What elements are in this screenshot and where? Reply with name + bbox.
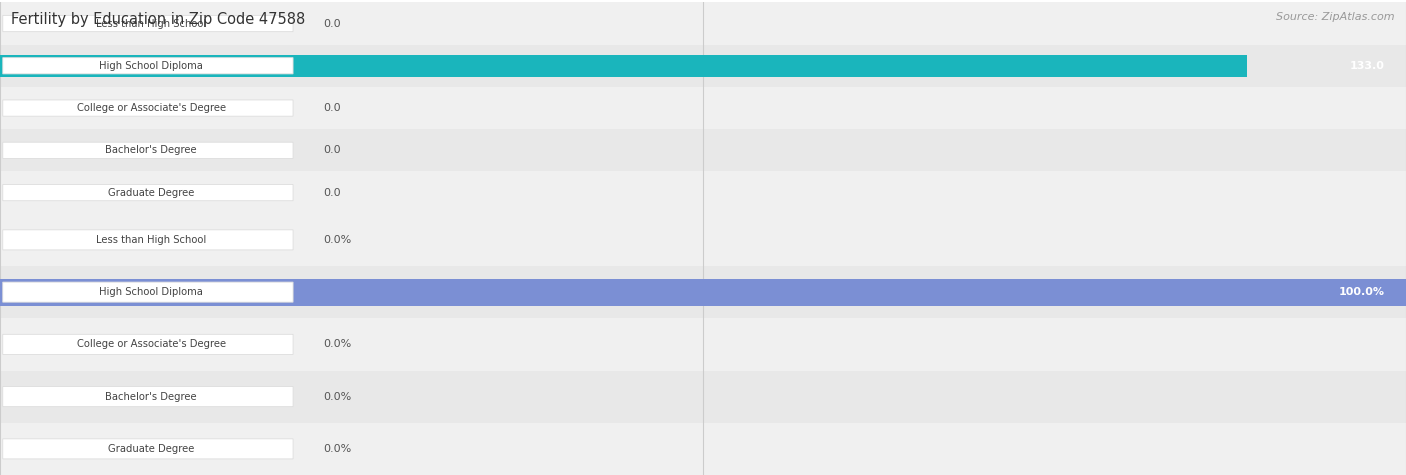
Text: 0.0: 0.0 [323, 103, 342, 113]
Text: 0.0: 0.0 [323, 145, 342, 155]
Bar [0, 278, 1406, 306]
Text: High School Diploma: High School Diploma [100, 287, 202, 297]
Text: 0.0%: 0.0% [323, 235, 352, 245]
Text: 0.0: 0.0 [323, 188, 342, 198]
Text: Bachelor's Degree: Bachelor's Degree [105, 145, 197, 155]
Text: 100.0%: 100.0% [1339, 287, 1385, 297]
Text: 0.0%: 0.0% [323, 444, 352, 454]
FancyBboxPatch shape [3, 57, 292, 74]
Text: College or Associate's Degree: College or Associate's Degree [76, 339, 226, 350]
Bar [0, 214, 1406, 266]
Bar [0, 45, 1406, 87]
Text: Graduate Degree: Graduate Degree [108, 444, 194, 454]
FancyBboxPatch shape [3, 100, 292, 116]
Bar [0, 423, 1406, 475]
Text: Graduate Degree: Graduate Degree [108, 188, 194, 198]
FancyBboxPatch shape [3, 439, 292, 459]
FancyBboxPatch shape [3, 387, 292, 407]
Bar [0, 2, 1406, 45]
Bar [0, 87, 1406, 129]
Text: 0.0: 0.0 [323, 19, 342, 28]
Bar [0, 55, 1247, 77]
Text: Less than High School: Less than High School [96, 19, 207, 28]
FancyBboxPatch shape [3, 334, 292, 354]
Text: 0.0%: 0.0% [323, 339, 352, 350]
Bar [0, 171, 1406, 214]
Text: 0.0%: 0.0% [323, 391, 352, 402]
Text: Less than High School: Less than High School [96, 235, 207, 245]
Text: Fertility by Education in Zip Code 47588: Fertility by Education in Zip Code 47588 [11, 12, 305, 27]
FancyBboxPatch shape [3, 282, 292, 302]
Bar [0, 266, 1406, 318]
Text: Source: ZipAtlas.com: Source: ZipAtlas.com [1277, 12, 1395, 22]
Text: High School Diploma: High School Diploma [100, 61, 202, 71]
Bar [0, 129, 1406, 171]
FancyBboxPatch shape [3, 15, 292, 32]
FancyBboxPatch shape [3, 230, 292, 250]
Text: College or Associate's Degree: College or Associate's Degree [76, 103, 226, 113]
FancyBboxPatch shape [3, 184, 292, 201]
Text: 133.0: 133.0 [1350, 61, 1385, 71]
FancyBboxPatch shape [3, 142, 292, 159]
Text: Bachelor's Degree: Bachelor's Degree [105, 391, 197, 402]
Bar [0, 318, 1406, 370]
Bar [0, 370, 1406, 423]
